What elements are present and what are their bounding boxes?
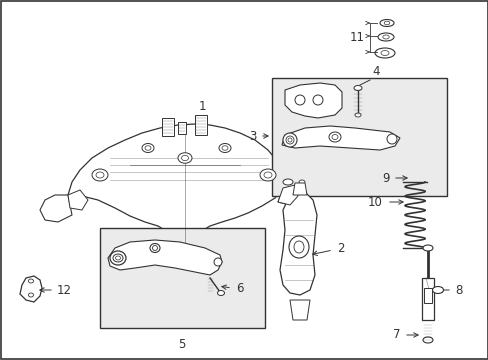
Text: 6: 6 <box>236 282 243 294</box>
Ellipse shape <box>145 146 151 150</box>
Ellipse shape <box>298 180 305 184</box>
Polygon shape <box>285 83 341 118</box>
Polygon shape <box>108 240 222 275</box>
Ellipse shape <box>422 337 432 343</box>
Ellipse shape <box>382 35 388 39</box>
Ellipse shape <box>92 169 108 181</box>
Ellipse shape <box>28 293 34 297</box>
Ellipse shape <box>331 135 337 140</box>
Ellipse shape <box>328 132 340 142</box>
Ellipse shape <box>384 21 389 25</box>
Bar <box>178 122 185 134</box>
Text: 5: 5 <box>178 338 185 351</box>
Text: 8: 8 <box>454 284 462 297</box>
Ellipse shape <box>379 19 393 27</box>
Ellipse shape <box>285 136 293 144</box>
Polygon shape <box>278 185 297 205</box>
Ellipse shape <box>293 241 304 253</box>
Ellipse shape <box>353 86 361 90</box>
Polygon shape <box>282 126 399 150</box>
Ellipse shape <box>294 95 305 105</box>
Polygon shape <box>20 276 42 302</box>
Polygon shape <box>40 195 72 222</box>
Text: 11: 11 <box>349 31 364 44</box>
Ellipse shape <box>142 144 154 153</box>
Bar <box>195 115 206 135</box>
Bar <box>100 228 264 328</box>
Text: 2: 2 <box>336 242 344 255</box>
Ellipse shape <box>152 246 157 251</box>
Ellipse shape <box>264 172 271 178</box>
Ellipse shape <box>150 243 160 252</box>
Ellipse shape <box>283 179 292 185</box>
Ellipse shape <box>422 245 432 251</box>
Ellipse shape <box>312 95 323 105</box>
Ellipse shape <box>214 258 222 266</box>
Text: 10: 10 <box>367 195 382 208</box>
Polygon shape <box>278 185 309 205</box>
Ellipse shape <box>113 254 123 262</box>
Ellipse shape <box>28 279 34 283</box>
Polygon shape <box>68 124 283 244</box>
Text: 12: 12 <box>57 284 72 297</box>
Bar <box>271 78 446 196</box>
Polygon shape <box>289 300 309 320</box>
Polygon shape <box>68 190 88 210</box>
Ellipse shape <box>374 48 394 58</box>
Ellipse shape <box>178 153 192 163</box>
Ellipse shape <box>377 33 393 41</box>
Text: 9: 9 <box>382 171 389 185</box>
Ellipse shape <box>219 144 230 153</box>
Ellipse shape <box>217 291 224 296</box>
Text: 4: 4 <box>371 65 379 78</box>
Polygon shape <box>292 183 306 195</box>
Ellipse shape <box>386 134 396 144</box>
Bar <box>423 288 431 303</box>
Ellipse shape <box>287 138 291 142</box>
Bar <box>162 118 174 136</box>
Ellipse shape <box>431 287 443 293</box>
Ellipse shape <box>181 156 188 161</box>
Ellipse shape <box>354 113 360 117</box>
Text: 3: 3 <box>249 130 257 143</box>
Ellipse shape <box>283 133 296 147</box>
Ellipse shape <box>288 236 308 258</box>
Ellipse shape <box>110 251 126 265</box>
Ellipse shape <box>96 172 104 178</box>
Text: 1: 1 <box>198 100 205 113</box>
Polygon shape <box>280 190 316 295</box>
Ellipse shape <box>380 50 388 55</box>
Ellipse shape <box>260 169 275 181</box>
Text: 7: 7 <box>393 328 400 342</box>
Ellipse shape <box>115 256 120 260</box>
Ellipse shape <box>222 146 227 150</box>
Bar <box>421 278 433 320</box>
